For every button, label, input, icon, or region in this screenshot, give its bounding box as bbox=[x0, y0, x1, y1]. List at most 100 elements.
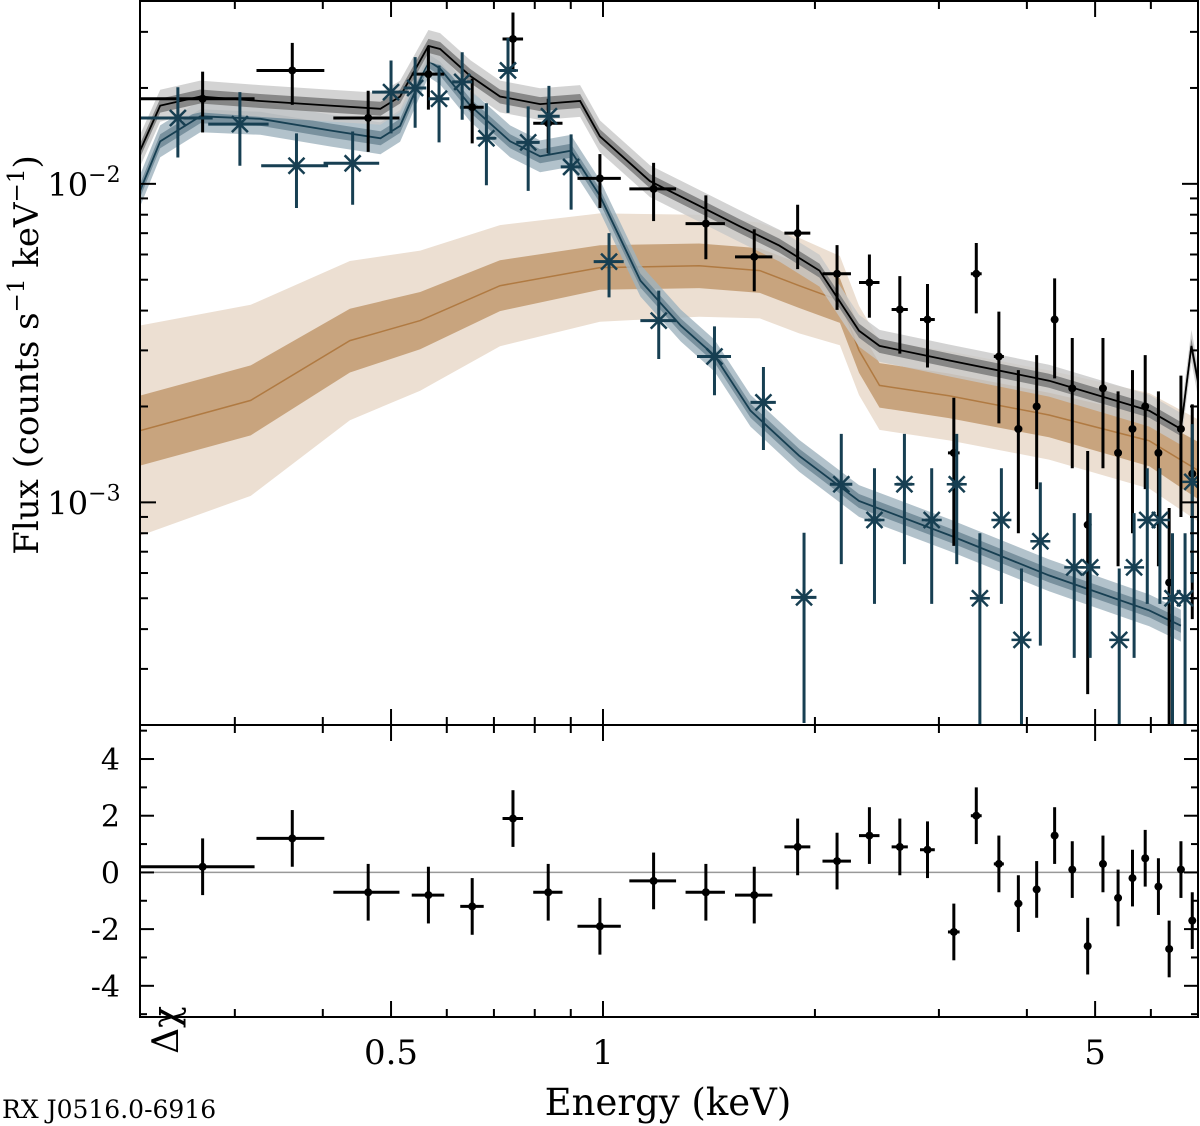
data-point bbox=[993, 311, 1004, 424]
tan-component-outer-band bbox=[140, 213, 1198, 536]
dot-marker bbox=[1176, 865, 1185, 874]
residual-frame bbox=[139, 724, 1199, 1018]
dot-marker bbox=[424, 891, 433, 900]
data-point-asterisk bbox=[403, 57, 427, 128]
data-point bbox=[1068, 338, 1077, 469]
residual-point bbox=[858, 807, 880, 864]
data-point-asterisk bbox=[640, 290, 677, 359]
residual-point bbox=[1050, 807, 1059, 864]
dot-marker bbox=[649, 184, 658, 193]
data-point-asterisk bbox=[1149, 468, 1170, 604]
residual-point bbox=[1098, 835, 1107, 893]
dot-marker bbox=[793, 229, 802, 238]
residual-point bbox=[533, 863, 563, 921]
dot-marker bbox=[468, 902, 477, 911]
source-label: RX J0516.0-6916 bbox=[2, 1095, 216, 1124]
residual-y-tick-label: 2 bbox=[101, 800, 120, 835]
dot-marker bbox=[1098, 384, 1107, 393]
dot-marker bbox=[750, 252, 759, 261]
residual-point bbox=[891, 818, 908, 876]
data-point-asterisk bbox=[516, 106, 540, 191]
data-point bbox=[333, 90, 400, 152]
dot-marker bbox=[793, 842, 802, 851]
dot-marker bbox=[1165, 944, 1174, 953]
dot-marker bbox=[1032, 885, 1041, 894]
dot-marker bbox=[1050, 315, 1059, 324]
data-point bbox=[1114, 391, 1123, 567]
dot-marker bbox=[833, 269, 842, 278]
dot-marker bbox=[923, 845, 932, 854]
residual-point bbox=[1014, 875, 1023, 932]
dot-marker bbox=[923, 315, 932, 324]
data-point bbox=[1032, 355, 1041, 490]
data-point bbox=[784, 204, 811, 270]
dot-marker bbox=[1154, 448, 1163, 457]
residual-point bbox=[333, 863, 400, 921]
residual-point bbox=[919, 821, 935, 879]
dot-marker bbox=[865, 278, 874, 287]
residual-point bbox=[629, 852, 677, 910]
residual-point bbox=[577, 897, 621, 955]
dot-marker bbox=[595, 922, 604, 931]
data-point bbox=[577, 154, 621, 208]
data-point bbox=[970, 243, 982, 314]
data-point-asterisk bbox=[452, 52, 473, 120]
residual-y-tick-label: -4 bbox=[91, 970, 120, 1005]
residual-y-tick-label: 4 bbox=[101, 743, 120, 778]
data-point bbox=[1098, 338, 1107, 469]
data-point-asterisk bbox=[261, 133, 329, 208]
dot-marker bbox=[972, 811, 981, 820]
data-point bbox=[1141, 355, 1150, 490]
data-point-asterisk bbox=[1175, 533, 1196, 725]
dot-marker bbox=[895, 305, 904, 314]
data-point-asterisk bbox=[697, 326, 732, 396]
residual-point bbox=[140, 838, 255, 896]
residual-point bbox=[993, 835, 1004, 893]
dot-marker bbox=[1176, 424, 1185, 433]
dot-marker bbox=[1014, 899, 1023, 908]
data-point bbox=[1014, 370, 1023, 534]
data-point-asterisk bbox=[1109, 568, 1130, 725]
data-point-asterisk bbox=[560, 134, 582, 210]
data-point-asterisk bbox=[498, 37, 519, 113]
data-point bbox=[256, 42, 325, 105]
dot-marker bbox=[865, 831, 874, 840]
x-tick-label: 1 bbox=[592, 1033, 614, 1073]
data-point-asterisk bbox=[969, 533, 990, 725]
y-tick-label: 10−2 bbox=[47, 163, 120, 204]
data-point bbox=[460, 78, 484, 144]
residual-point bbox=[256, 810, 325, 867]
total-model-line bbox=[140, 44, 1198, 431]
data-point-asterisk bbox=[991, 468, 1012, 604]
dot-marker bbox=[468, 103, 477, 112]
data-point bbox=[891, 276, 908, 354]
residual-point bbox=[1068, 841, 1077, 898]
data-point bbox=[1128, 370, 1137, 534]
dot-marker bbox=[508, 814, 517, 823]
dot-marker bbox=[1141, 854, 1150, 863]
residual-point bbox=[685, 863, 725, 921]
residual-point bbox=[1128, 849, 1137, 907]
dot-marker bbox=[1014, 424, 1023, 433]
residual-point bbox=[1083, 917, 1092, 975]
data-point bbox=[685, 195, 725, 260]
data-point-asterisk bbox=[791, 532, 817, 723]
data-point bbox=[735, 229, 773, 292]
residual-point bbox=[784, 818, 811, 876]
dot-marker bbox=[1068, 384, 1077, 393]
data-point-asterisk bbox=[140, 87, 213, 158]
dot-marker bbox=[701, 888, 710, 897]
residual-point bbox=[460, 878, 484, 935]
residual-y-tick-label: -2 bbox=[91, 913, 120, 948]
data-point-asterisk bbox=[864, 468, 885, 604]
dot-marker bbox=[649, 876, 658, 885]
dot-marker bbox=[364, 113, 373, 122]
x-axis-label: Energy (keV) bbox=[545, 1081, 792, 1124]
dot-marker bbox=[1032, 402, 1041, 411]
data-point-asterisk bbox=[593, 233, 624, 298]
data-point bbox=[1176, 375, 1185, 517]
residual-point bbox=[1141, 829, 1150, 887]
data-point bbox=[1050, 278, 1059, 379]
x-tick-label: 5 bbox=[1084, 1033, 1106, 1073]
data-point-asterisk bbox=[1030, 482, 1051, 646]
